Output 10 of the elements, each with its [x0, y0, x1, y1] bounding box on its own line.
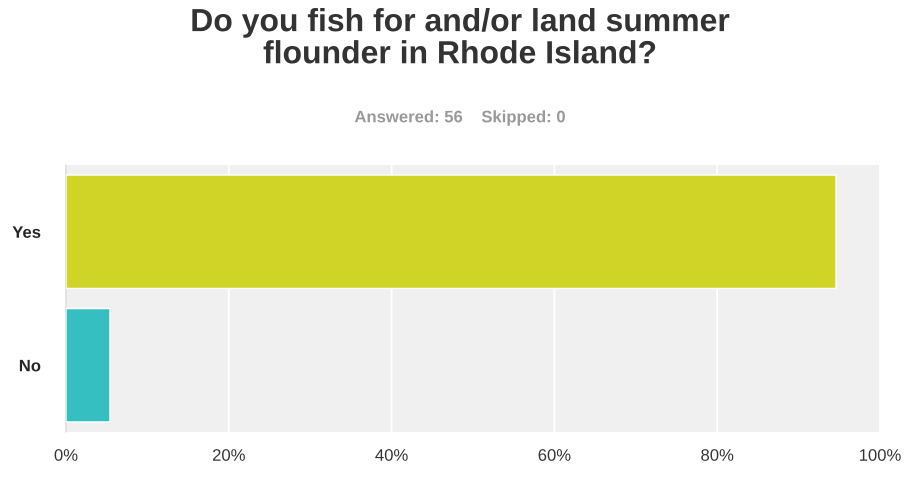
x-tick-label: 40%: [375, 449, 408, 461]
x-tick-label: 60%: [538, 449, 570, 461]
chart-subtitle: Answered: 56 Skipped: 0: [354, 110, 565, 126]
y-tick-label: Yes: [12, 226, 40, 238]
x-tick-label: 20%: [212, 449, 245, 461]
y-tick-label: No: [20, 360, 40, 372]
x-tick-label: 100%: [860, 449, 901, 461]
x-tick-label: 0%: [54, 449, 78, 461]
x-tick-label: 80%: [701, 449, 734, 461]
chart-title: Do you fish for and/or land summer flounder in Rhode Island?: [192, 8, 730, 64]
